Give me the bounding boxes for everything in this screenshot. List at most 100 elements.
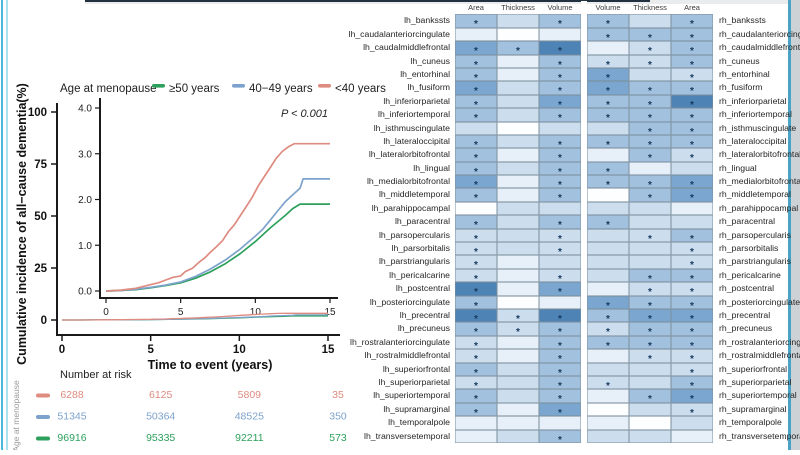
heatmap-cell: * xyxy=(629,308,671,325)
significance-marker: * xyxy=(474,233,478,245)
significance-marker: * xyxy=(474,86,478,98)
significance-marker: * xyxy=(558,99,562,111)
heatmap-cell xyxy=(629,67,671,82)
heatmap-cell: * xyxy=(629,121,671,138)
inset-ytick-label: 0.0 xyxy=(78,287,92,298)
heatmap-cell xyxy=(587,228,629,243)
heatmap-cell: * xyxy=(587,94,629,111)
heatmap-column-gap xyxy=(581,322,587,336)
risk-count: 92211 xyxy=(235,432,264,444)
heatmap-row-label-rh: rh_superiorfrontal xyxy=(719,363,788,374)
significance-marker: * xyxy=(558,313,562,325)
heatmap-row-label-rh: rh_lingual xyxy=(719,162,757,173)
heatmap-row-label-lh: lh_temporalpole xyxy=(388,417,450,428)
heatmap-cell xyxy=(497,188,539,202)
inset-ytick-label: 3.0 xyxy=(78,149,92,160)
significance-marker: * xyxy=(474,340,478,352)
heatmap-cell xyxy=(539,121,581,135)
heatmap-row-label-rh: rh_lateralorbitofrontal xyxy=(719,149,800,160)
significance-marker: * xyxy=(516,313,520,325)
heatmap-cell: * xyxy=(587,215,629,231)
heatmap-column-gap xyxy=(581,148,587,162)
heatmap-cell: * xyxy=(455,94,497,111)
outer-curve xyxy=(62,312,328,321)
heatmap-cell xyxy=(497,335,539,350)
heatmap-cell: * xyxy=(539,335,581,352)
heatmap-cell xyxy=(587,282,629,296)
top-dark-line xyxy=(85,0,650,2)
heatmap-column-gap xyxy=(581,295,587,309)
heatmap-cell: * xyxy=(455,375,497,392)
heatmap-cell: * xyxy=(671,242,713,258)
significance-marker: * xyxy=(648,46,652,58)
significance-marker: * xyxy=(558,193,562,205)
heatmap-cell: * xyxy=(539,308,581,325)
heatmap-cell: * xyxy=(539,188,581,205)
legend-label: 40−49 years xyxy=(249,83,313,95)
heatmap-cell: * xyxy=(539,215,581,231)
significance-marker: * xyxy=(474,19,478,31)
heatmap-column-gap xyxy=(581,215,587,229)
heatmap-row-label-lh: lh_lingual xyxy=(413,162,450,173)
significance-marker: * xyxy=(558,407,562,419)
outer-ytick-label: 25 xyxy=(34,263,47,275)
p-value-annotation: P < 0.001 xyxy=(281,108,328,120)
legend-label: ≥50 years xyxy=(169,83,220,95)
significance-marker: * xyxy=(648,153,652,165)
heatmap-row-label-lh: lh_fusiform xyxy=(407,82,451,93)
heatmap-cell xyxy=(497,161,539,176)
significance-marker: * xyxy=(606,166,610,178)
significance-marker: * xyxy=(690,46,694,58)
heatmap-column-header: Area xyxy=(468,3,484,12)
heatmap-row-label-lh: lh_posteriorcingulate xyxy=(369,296,450,307)
significance-marker: * xyxy=(558,153,562,165)
significance-marker: * xyxy=(690,380,694,392)
significance-marker: * xyxy=(648,233,652,245)
heatmap-column-gap xyxy=(581,268,587,283)
heatmap-column-gap xyxy=(581,389,587,403)
significance-marker: * xyxy=(606,313,610,325)
heatmap-cell xyxy=(497,67,539,82)
significance-marker: * xyxy=(474,380,478,392)
heatmap-row-label-rh: rh_pericalcarine xyxy=(719,269,781,280)
significance-marker: * xyxy=(690,407,694,419)
significance-marker: * xyxy=(690,153,694,165)
heatmap-cell: * xyxy=(671,389,713,405)
inset-ytick-label: 2.0 xyxy=(78,195,92,206)
heatmap-cell xyxy=(497,121,539,135)
heatmap-cell xyxy=(497,375,539,390)
heatmap-cell: * xyxy=(455,322,497,338)
heatmap-cell: * xyxy=(671,402,713,419)
heatmap-cell xyxy=(587,255,629,269)
heatmap-row-label-rh: rh_bankssts xyxy=(719,15,766,26)
significance-marker: * xyxy=(606,99,610,111)
significance-marker: * xyxy=(606,180,610,192)
heatmap-cell: * xyxy=(587,54,629,71)
heatmap-cell: * xyxy=(455,228,497,245)
heatmap-cell xyxy=(455,429,497,443)
heatmap-cell xyxy=(497,175,539,189)
outer-ytick-label: 100 xyxy=(28,107,47,119)
significance-marker: * xyxy=(558,86,562,98)
significance-marker: * xyxy=(690,354,694,366)
heatmap-cell xyxy=(587,121,629,135)
heatmap-column-gap xyxy=(581,335,587,350)
risk-row-swatch xyxy=(36,393,50,398)
heatmap-row-label-lh: lh_inferiortemporal xyxy=(378,109,450,120)
heatmap-cell xyxy=(455,121,497,135)
significance-marker: * xyxy=(558,19,562,31)
heatmap-cell: * xyxy=(539,429,581,446)
heatmap-cell xyxy=(497,282,539,296)
significance-marker: * xyxy=(648,273,652,285)
significance-marker: * xyxy=(558,380,562,392)
heatmap-row-label-rh: rh_isthmuscingulate xyxy=(719,122,797,133)
heatmap-cell: * xyxy=(539,148,581,165)
heatmap-cell: * xyxy=(671,67,713,84)
heatmap-row-label-rh: rh_paracentral xyxy=(719,216,776,227)
heatmap-row-label-lh: lh_postcentral xyxy=(395,283,450,294)
heatmap-cell xyxy=(629,161,671,176)
significance-marker: * xyxy=(690,113,694,125)
significance-marker: * xyxy=(474,72,478,84)
left-border-line-2 xyxy=(6,0,8,450)
heatmap-column-gap xyxy=(581,41,587,55)
